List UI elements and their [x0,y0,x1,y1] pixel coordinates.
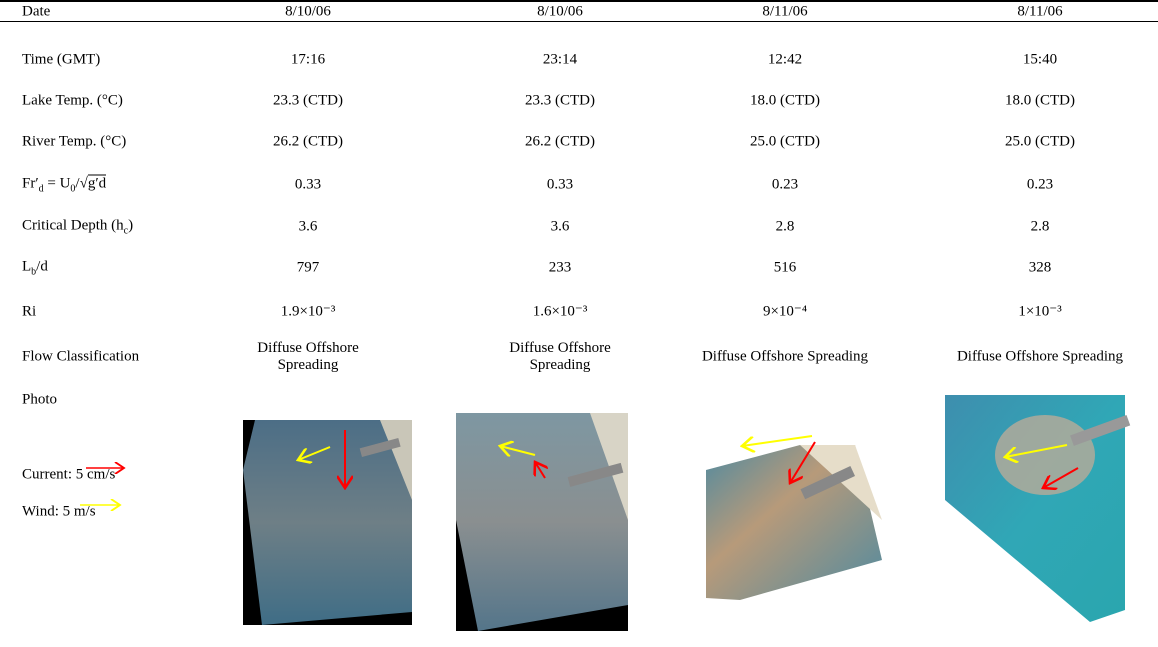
cell-value: 25.0 (CTD) [1005,133,1075,150]
cell-value: 0.23 [771,176,799,193]
label-part: Time (GMT) [22,51,101,68]
label-part: g′d [87,174,107,192]
cell-value: 18.0 (CTD) [750,92,820,109]
cell-value: 516 [773,259,797,276]
cell-value: 23.3 (CTD) [525,92,595,109]
legend-wind: Wind: 5 m/s [22,503,96,520]
cell-value: 12:42 [767,51,803,68]
cell-value: 15:40 [1022,51,1058,68]
cell-value: 797 [296,259,320,276]
cell-value: 25.0 (CTD) [750,133,820,150]
cell-value: Diffuse Offshore Spreading [701,348,869,365]
header-date: 8/11/06 [762,3,808,20]
header-underline [0,21,1158,22]
label-part: ) [128,217,134,234]
cell-value: 0.23 [1026,176,1054,193]
row-label: Time (GMT) [22,52,100,69]
cell-value: 26.2 (CTD) [525,133,595,150]
header-date: 8/10/06 [285,3,331,20]
header-rule [0,0,1158,2]
label-part: /√ [75,175,88,192]
cell-value: 1.9×10⁻³ [280,303,336,320]
cell-value: 3.6 [298,218,318,235]
photo-1 [243,420,412,625]
label-part: b [31,266,37,278]
cell-value: 2.8 [775,218,795,235]
row-label: Lake Temp. (°C) [22,93,123,110]
label-part: d [38,183,44,195]
label-part: River Temp. (°C) [22,133,127,150]
cell-value: 0.33 [294,176,322,193]
cell-value: 2.8 [1030,218,1050,235]
label-part: Flow Classification [22,348,140,365]
cell-value: 233 [548,259,572,276]
header-date: 8/11/06 [1017,3,1063,20]
label-part: Critical Depth (h [22,217,124,234]
photo-label: Photo [22,391,58,408]
cell-value: 3.6 [550,218,570,235]
cell-value: 26.2 (CTD) [273,133,343,150]
label-part: c [123,225,129,237]
row-label: Critical Depth (hc) [22,218,133,237]
header-label: Date [22,3,51,20]
label-part: /d [36,258,48,275]
cell-value: Diffuse Offshore Spreading [956,348,1124,365]
label-part: = U [43,175,71,192]
legend-current: Current: 5 cm/s [22,466,116,483]
row-label: Lb/d [22,259,48,278]
label-part: Ri [22,303,37,320]
photo-4 [945,395,1131,622]
row-label: Fr′d = U0/√g′d [22,174,107,195]
header-date: 8/10/06 [537,3,583,20]
row-label: Ri [22,304,36,321]
row-label: River Temp. (°C) [22,134,126,151]
cell-value: 0.33 [546,176,574,193]
legend-arrows [80,468,124,505]
cell-value: 328 [1028,259,1052,276]
cell-value: Diffuse Offshore Spreading [509,340,611,373]
label-part: L [22,258,32,275]
cell-value: 23:14 [542,51,578,68]
label-part: Lake Temp. (°C) [22,92,123,109]
row-label: Flow Classification [22,349,139,366]
photo-2 [456,413,628,631]
cell-value: 23.3 (CTD) [273,92,343,109]
cell-value: 1×10⁻³ [1018,303,1062,320]
cell-value: 18.0 (CTD) [1005,92,1075,109]
cell-value: Diffuse Offshore Spreading [257,340,359,373]
label-part: 0 [70,183,76,195]
cell-value: 9×10⁻⁴ [762,303,808,320]
cell-value: 1.6×10⁻³ [532,303,588,320]
photo-3 [706,435,882,600]
cell-value: 17:16 [290,51,326,68]
label-part: Fr′ [22,175,39,192]
